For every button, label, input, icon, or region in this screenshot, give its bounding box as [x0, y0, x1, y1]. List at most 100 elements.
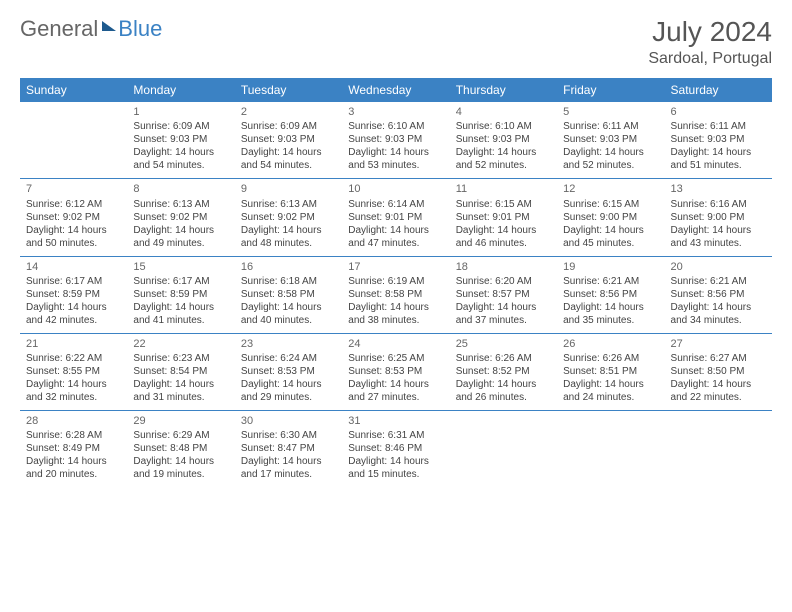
sunrise-text: Sunrise: 6:29 AM	[133, 429, 228, 442]
logo: General Blue	[20, 16, 162, 42]
sunrise-text: Sunrise: 6:26 AM	[563, 352, 658, 365]
weekday-header: Saturday	[665, 78, 772, 102]
daylight-text: Daylight: 14 hours and 50 minutes.	[26, 224, 121, 250]
sunset-text: Sunset: 9:02 PM	[241, 211, 336, 224]
sunrise-text: Sunrise: 6:15 AM	[456, 198, 551, 211]
day-number: 4	[456, 105, 551, 119]
sunset-text: Sunset: 9:02 PM	[133, 211, 228, 224]
sunrise-text: Sunrise: 6:19 AM	[348, 275, 443, 288]
sunset-text: Sunset: 8:51 PM	[563, 365, 658, 378]
sunset-text: Sunset: 8:57 PM	[456, 288, 551, 301]
daylight-text: Daylight: 14 hours and 32 minutes.	[26, 378, 121, 404]
calendar-empty-cell	[20, 102, 127, 179]
calendar-empty-cell	[665, 411, 772, 488]
sunrise-text: Sunrise: 6:09 AM	[133, 120, 228, 133]
calendar-day-cell: 15Sunrise: 6:17 AMSunset: 8:59 PMDayligh…	[127, 256, 234, 333]
sunrise-text: Sunrise: 6:13 AM	[133, 198, 228, 211]
sunset-text: Sunset: 8:48 PM	[133, 442, 228, 455]
daylight-text: Daylight: 14 hours and 41 minutes.	[133, 301, 228, 327]
day-number: 15	[133, 260, 228, 274]
calendar-body: 1Sunrise: 6:09 AMSunset: 9:03 PMDaylight…	[20, 102, 772, 487]
daylight-text: Daylight: 14 hours and 34 minutes.	[671, 301, 766, 327]
calendar-day-cell: 23Sunrise: 6:24 AMSunset: 8:53 PMDayligh…	[235, 333, 342, 410]
logo-part1: General	[20, 16, 98, 42]
day-number: 28	[26, 414, 121, 428]
weekday-header: Thursday	[450, 78, 557, 102]
calendar-day-cell: 21Sunrise: 6:22 AMSunset: 8:55 PMDayligh…	[20, 333, 127, 410]
daylight-text: Daylight: 14 hours and 51 minutes.	[671, 146, 766, 172]
day-number: 22	[133, 337, 228, 351]
sunset-text: Sunset: 8:59 PM	[133, 288, 228, 301]
sunset-text: Sunset: 8:53 PM	[348, 365, 443, 378]
calendar-day-cell: 13Sunrise: 6:16 AMSunset: 9:00 PMDayligh…	[665, 179, 772, 256]
sunset-text: Sunset: 9:03 PM	[456, 133, 551, 146]
calendar-day-cell: 30Sunrise: 6:30 AMSunset: 8:47 PMDayligh…	[235, 411, 342, 488]
sunset-text: Sunset: 9:03 PM	[241, 133, 336, 146]
daylight-text: Daylight: 14 hours and 26 minutes.	[456, 378, 551, 404]
daylight-text: Daylight: 14 hours and 53 minutes.	[348, 146, 443, 172]
daylight-text: Daylight: 14 hours and 31 minutes.	[133, 378, 228, 404]
calendar-week-row: 28Sunrise: 6:28 AMSunset: 8:49 PMDayligh…	[20, 411, 772, 488]
daylight-text: Daylight: 14 hours and 42 minutes.	[26, 301, 121, 327]
day-number: 31	[348, 414, 443, 428]
calendar-table: SundayMondayTuesdayWednesdayThursdayFrid…	[20, 78, 772, 487]
calendar-day-cell: 25Sunrise: 6:26 AMSunset: 8:52 PMDayligh…	[450, 333, 557, 410]
sunrise-text: Sunrise: 6:18 AM	[241, 275, 336, 288]
weekday-header: Monday	[127, 78, 234, 102]
sunset-text: Sunset: 8:54 PM	[133, 365, 228, 378]
calendar-empty-cell	[450, 411, 557, 488]
sunrise-text: Sunrise: 6:28 AM	[26, 429, 121, 442]
logo-part2: Blue	[118, 16, 162, 42]
calendar-day-cell: 27Sunrise: 6:27 AMSunset: 8:50 PMDayligh…	[665, 333, 772, 410]
calendar-day-cell: 8Sunrise: 6:13 AMSunset: 9:02 PMDaylight…	[127, 179, 234, 256]
day-number: 23	[241, 337, 336, 351]
daylight-text: Daylight: 14 hours and 52 minutes.	[456, 146, 551, 172]
calendar-header-row: SundayMondayTuesdayWednesdayThursdayFrid…	[20, 78, 772, 102]
sunset-text: Sunset: 8:50 PM	[671, 365, 766, 378]
sunrise-text: Sunrise: 6:14 AM	[348, 198, 443, 211]
day-number: 18	[456, 260, 551, 274]
sunset-text: Sunset: 8:59 PM	[26, 288, 121, 301]
day-number: 8	[133, 182, 228, 196]
weekday-header: Sunday	[20, 78, 127, 102]
sunset-text: Sunset: 9:00 PM	[671, 211, 766, 224]
weekday-header: Tuesday	[235, 78, 342, 102]
sunset-text: Sunset: 8:58 PM	[348, 288, 443, 301]
daylight-text: Daylight: 14 hours and 47 minutes.	[348, 224, 443, 250]
sunset-text: Sunset: 8:58 PM	[241, 288, 336, 301]
daylight-text: Daylight: 14 hours and 35 minutes.	[563, 301, 658, 327]
day-number: 25	[456, 337, 551, 351]
sunrise-text: Sunrise: 6:10 AM	[348, 120, 443, 133]
day-number: 6	[671, 105, 766, 119]
calendar-day-cell: 14Sunrise: 6:17 AMSunset: 8:59 PMDayligh…	[20, 256, 127, 333]
sunrise-text: Sunrise: 6:21 AM	[563, 275, 658, 288]
calendar-day-cell: 28Sunrise: 6:28 AMSunset: 8:49 PMDayligh…	[20, 411, 127, 488]
day-number: 3	[348, 105, 443, 119]
calendar-day-cell: 3Sunrise: 6:10 AMSunset: 9:03 PMDaylight…	[342, 102, 449, 179]
sunset-text: Sunset: 8:47 PM	[241, 442, 336, 455]
sunrise-text: Sunrise: 6:21 AM	[671, 275, 766, 288]
sunset-text: Sunset: 8:56 PM	[563, 288, 658, 301]
day-number: 17	[348, 260, 443, 274]
calendar-day-cell: 1Sunrise: 6:09 AMSunset: 9:03 PMDaylight…	[127, 102, 234, 179]
daylight-text: Daylight: 14 hours and 54 minutes.	[133, 146, 228, 172]
sunset-text: Sunset: 9:01 PM	[348, 211, 443, 224]
calendar-day-cell: 5Sunrise: 6:11 AMSunset: 9:03 PMDaylight…	[557, 102, 664, 179]
day-number: 19	[563, 260, 658, 274]
sunrise-text: Sunrise: 6:22 AM	[26, 352, 121, 365]
day-number: 9	[241, 182, 336, 196]
sunset-text: Sunset: 8:46 PM	[348, 442, 443, 455]
sunrise-text: Sunrise: 6:12 AM	[26, 198, 121, 211]
title-block: July 2024 Sardoal, Portugal	[648, 16, 772, 68]
calendar-day-cell: 4Sunrise: 6:10 AMSunset: 9:03 PMDaylight…	[450, 102, 557, 179]
sunrise-text: Sunrise: 6:17 AM	[26, 275, 121, 288]
calendar-day-cell: 26Sunrise: 6:26 AMSunset: 8:51 PMDayligh…	[557, 333, 664, 410]
calendar-day-cell: 19Sunrise: 6:21 AMSunset: 8:56 PMDayligh…	[557, 256, 664, 333]
calendar-day-cell: 17Sunrise: 6:19 AMSunset: 8:58 PMDayligh…	[342, 256, 449, 333]
sunset-text: Sunset: 8:53 PM	[241, 365, 336, 378]
daylight-text: Daylight: 14 hours and 45 minutes.	[563, 224, 658, 250]
day-number: 29	[133, 414, 228, 428]
calendar-empty-cell	[557, 411, 664, 488]
day-number: 5	[563, 105, 658, 119]
day-number: 16	[241, 260, 336, 274]
